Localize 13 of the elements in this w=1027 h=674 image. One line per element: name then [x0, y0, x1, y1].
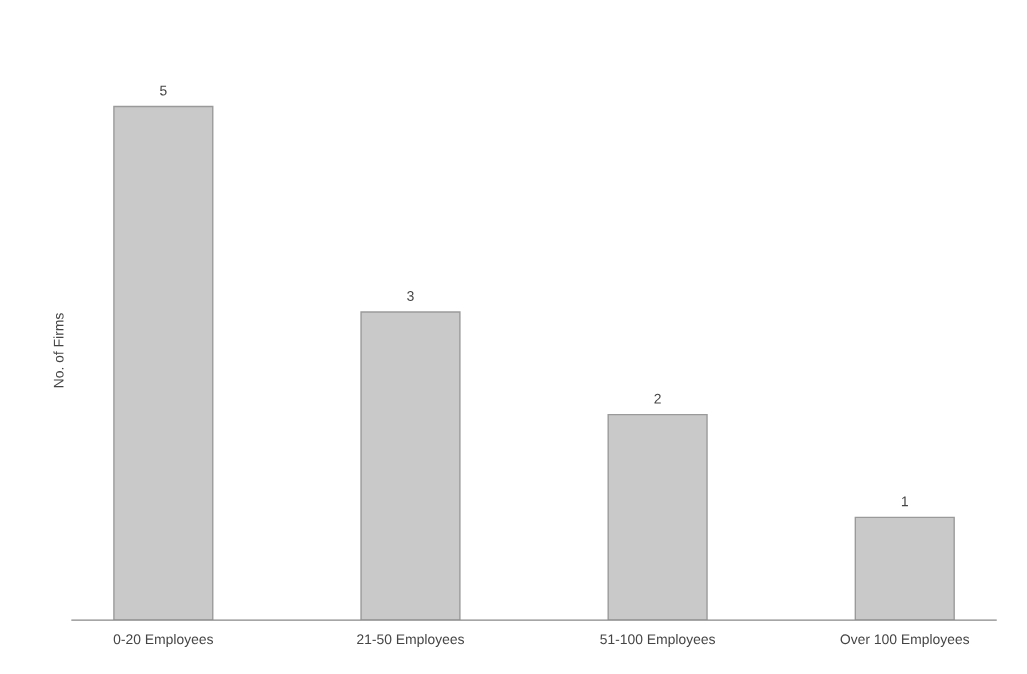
x-tick-label: 0-20 Employees: [113, 633, 214, 647]
data-label: 5: [160, 85, 167, 96]
x-tick-label: 51-100 Employees: [600, 633, 716, 647]
data-label: 3: [407, 291, 414, 301]
bar: [854, 516, 955, 621]
bar: [607, 413, 708, 621]
data-label: 2: [654, 393, 661, 404]
x-tick-label: 21-50 Employees: [357, 633, 465, 647]
bar: [113, 105, 214, 621]
bar: [360, 311, 461, 621]
data-label: 1: [901, 496, 908, 507]
x-tick-label: Over 100 Employees: [840, 633, 970, 647]
y-axis-title: No. of Firms: [53, 313, 64, 388]
